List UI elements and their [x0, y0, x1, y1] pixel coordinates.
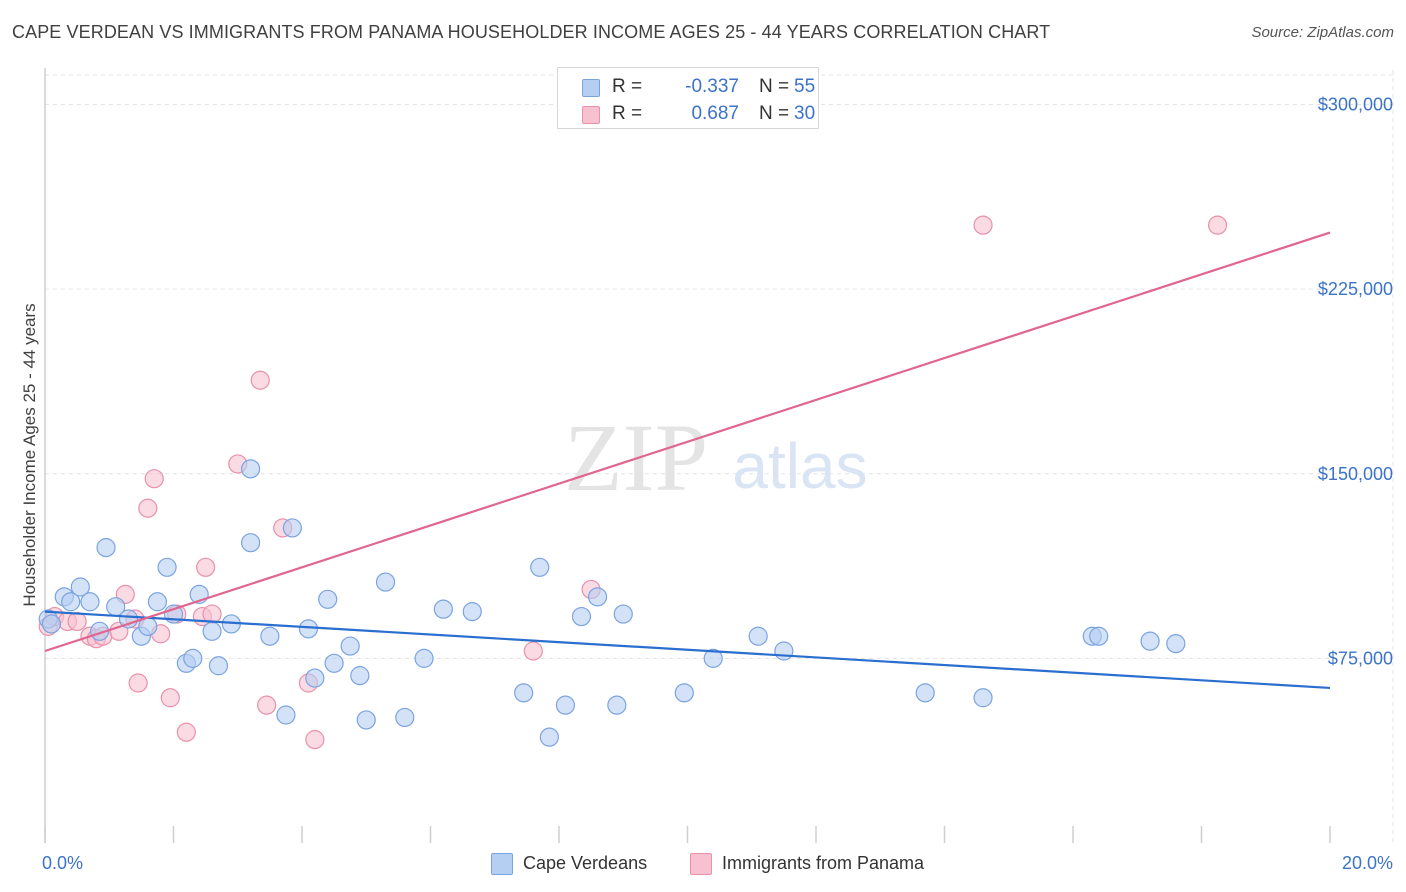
cape-verdean-point — [241, 533, 261, 553]
cape-verdean-point — [340, 636, 360, 656]
legend-r-value: -0.337 — [685, 76, 739, 97]
cape-verdean-point — [80, 592, 100, 612]
cape-verdean-point — [530, 557, 550, 577]
y-tick-label: $150,000 — [1318, 464, 1393, 484]
cape-verdean-point — [305, 668, 325, 688]
cape-verdean-point — [1140, 631, 1160, 651]
panama-point — [250, 370, 270, 390]
panama-point — [196, 557, 216, 577]
legend-r-label: R = — [612, 76, 643, 97]
cape-verdean-point — [1166, 634, 1186, 654]
cape-verdean-point — [282, 518, 302, 538]
cape-verdean-point — [774, 641, 794, 661]
cape-verdean-point — [395, 707, 415, 728]
panama-point — [257, 695, 277, 715]
cape-verdean-point — [375, 572, 396, 592]
legend-swatch-pink — [582, 106, 600, 124]
y-tick-label: $225,000 — [1318, 279, 1393, 299]
cape-verdean-point — [539, 727, 559, 747]
cape-verdean-point — [276, 705, 296, 725]
legend-n-label: N = — [759, 103, 790, 124]
cape-verdean-point — [703, 648, 723, 668]
cape-verdean-point — [202, 621, 222, 641]
cape-verdean-point — [607, 695, 627, 715]
cape-verdean-point — [555, 695, 576, 715]
x-tick-label: 0.0% — [42, 853, 83, 873]
y-tick-label: $300,000 — [1318, 95, 1393, 115]
cape-verdean-point — [613, 604, 633, 624]
bottom-legend-label: Immigrants from Panama — [722, 853, 925, 873]
trend-lines — [44, 231, 1331, 690]
cape-verdean-point — [433, 599, 453, 619]
bottom-legend-swatch-pink — [690, 853, 712, 875]
panama-point — [128, 673, 148, 693]
cape-verdean-point — [260, 626, 280, 646]
chart-title: CAPE VERDEAN VS IMMIGRANTS FROM PANAMA H… — [12, 22, 1051, 42]
series-cape-verdean-points — [38, 459, 1186, 747]
legend-swatch-blue — [582, 79, 600, 97]
cape-verdean-point — [157, 557, 177, 577]
legend-r-label: R = — [612, 103, 643, 124]
cape-verdean-point — [1089, 626, 1109, 646]
tick-labels: $75,000 $150,000 $225,000 $300,000 0.0% 20.0% — [42, 95, 1393, 873]
cape-verdean-point — [61, 592, 81, 612]
cape-verdean-point — [973, 688, 993, 708]
cape-verdean-point — [41, 614, 62, 634]
cape-verdean-point — [183, 648, 203, 668]
cape-verdean-point — [674, 683, 694, 703]
cape-verdean-point — [318, 589, 338, 609]
panama-point — [973, 215, 993, 235]
cape-verdean-point — [147, 592, 168, 612]
panama-point — [144, 469, 164, 489]
cape-verdean-point — [414, 648, 434, 668]
panama-point — [305, 730, 325, 750]
cape-verdean-point — [915, 683, 935, 703]
axes — [44, 68, 1331, 843]
watermark-atlas: atlas — [732, 430, 867, 502]
legend-n-label: N = — [759, 76, 790, 97]
cape-verdean-point — [571, 606, 592, 627]
cape-verdean-point — [462, 602, 482, 622]
x-tick-label: 20.0% — [1342, 853, 1393, 873]
bottom-legend-label: Cape Verdeans — [523, 853, 648, 873]
cape-verdean-point — [96, 538, 116, 558]
cape-verdean-point — [241, 459, 261, 479]
source-label: Source: ZipAtlas.com — [1251, 24, 1394, 41]
cape-verdean-point — [208, 656, 229, 676]
legend-r-value: 0.687 — [691, 103, 739, 124]
cape-verdean-point — [356, 710, 376, 730]
cape-verdean-point — [587, 587, 608, 607]
cape-verdean-point — [70, 577, 90, 597]
cape-verdean-point — [514, 683, 534, 703]
panama-point — [138, 498, 158, 518]
legend-n-value: 30 — [794, 103, 816, 124]
bottom-legend-swatch-blue — [491, 853, 513, 875]
cape-verdean-point — [298, 619, 319, 639]
y-tick-label: $75,000 — [1328, 648, 1393, 668]
watermark: ZIP atlas — [564, 404, 868, 511]
cape-verdean-point — [748, 626, 768, 646]
cape-verdean-point — [350, 666, 370, 686]
cape-verdean-point — [324, 653, 344, 673]
cape-verdean-point — [118, 609, 139, 629]
cape-verdean-trend-line — [44, 610, 1331, 690]
panama-point — [1207, 215, 1228, 235]
panama-point — [523, 641, 543, 661]
correlation-legend: R = -0.337 N = 55 R = 0.687 N = 30 — [557, 67, 819, 129]
gridlines — [45, 70, 1395, 843]
panama-trend-line — [44, 231, 1331, 653]
panama-point — [160, 688, 180, 708]
panama-point — [176, 722, 196, 742]
legend-n-value: 55 — [794, 76, 816, 97]
panama-point — [67, 611, 87, 632]
